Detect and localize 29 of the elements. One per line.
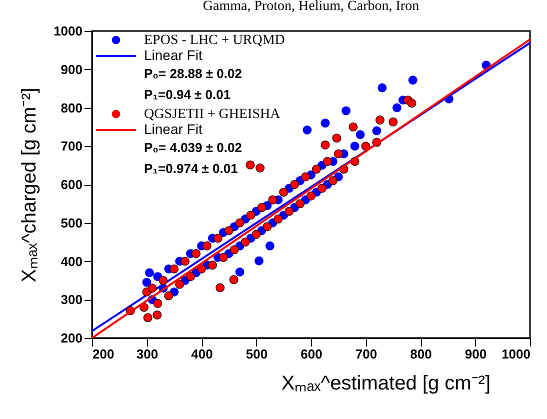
annotation: P₀= 4.039 ± 0.02 bbox=[144, 140, 242, 155]
y-tick-label: 400 bbox=[60, 254, 82, 269]
x-tick-label: 400 bbox=[191, 346, 213, 362]
y-tick-label: 300 bbox=[60, 292, 82, 308]
x-tick-label: 500 bbox=[246, 346, 268, 362]
x-tick-label: 300 bbox=[136, 346, 158, 362]
y-tick-label: 800 bbox=[60, 100, 82, 116]
chart-title: Gamma, Proton, Helium, Carbon, Iron bbox=[202, 0, 420, 14]
y-tick-label: 500 bbox=[60, 215, 82, 230]
annotation: P₁=0.974 ± 0.01 bbox=[144, 161, 238, 176]
legend-label: EPOS - LHC + URQMD bbox=[144, 33, 285, 48]
y-tick-label: 1000 bbox=[54, 24, 82, 38]
x-tick-label: 900 bbox=[464, 346, 487, 362]
y-tick-label: 600 bbox=[60, 177, 82, 192]
legend-label: Linear Fit bbox=[144, 47, 202, 63]
y-axis-title: Xₘₐₓ^charged [g cm⁻²] bbox=[18, 88, 41, 282]
y-tick-label: 900 bbox=[60, 62, 82, 77]
y-tick-label: 200 bbox=[60, 330, 82, 346]
annotation: P₁=0.94 ± 0.01 bbox=[144, 87, 231, 102]
legend-label: QGSJETII + GHEISHA bbox=[144, 107, 282, 122]
legend-label: Linear Fit bbox=[144, 121, 202, 137]
x-tick-label: 200 bbox=[92, 346, 114, 362]
x-tick-label: 600 bbox=[300, 346, 322, 362]
x-axis-title: Xₘₐₓ^estimated [g cm⁻²] bbox=[281, 372, 490, 394]
x-tick-label: 700 bbox=[355, 346, 378, 362]
x-tick-label: 1000 bbox=[502, 346, 530, 362]
annotation: P₀= 28.88 ± 0.02 bbox=[144, 66, 242, 81]
y-tick-label: 700 bbox=[60, 138, 82, 154]
x-tick-label: 800 bbox=[410, 346, 432, 362]
